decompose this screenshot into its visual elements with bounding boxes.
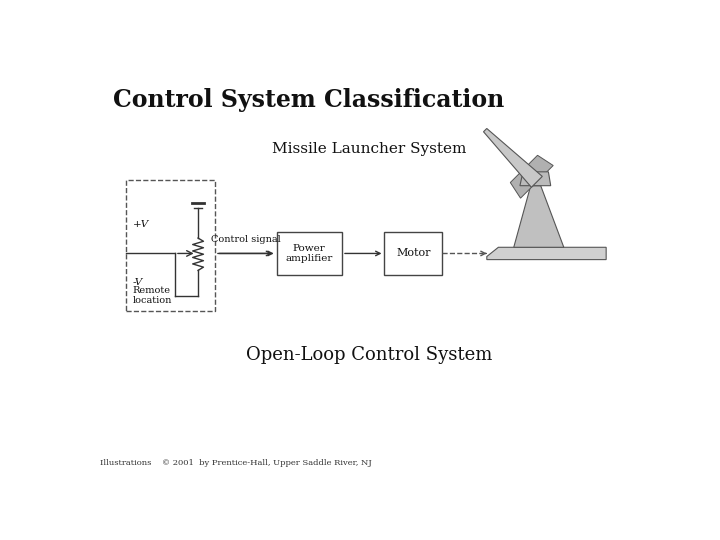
Text: -V: -V [132,278,143,287]
Text: +V: +V [132,220,149,229]
Bar [276,232,342,275]
Polygon shape [487,247,606,260]
Text: Remote
location: Remote location [132,286,172,305]
Text: Missile Launcher System: Missile Launcher System [272,142,466,156]
Text: Control System Classification: Control System Classification [113,88,505,112]
Bar [384,232,442,275]
Bar [127,180,215,311]
Polygon shape [520,172,551,186]
Polygon shape [526,156,553,179]
Text: Illustrations    © 2001  by Prentice-Hall, Upper Saddle River, NJ: Illustrations © 2001 by Prentice-Hall, U… [99,459,372,467]
Text: Control signal: Control signal [211,235,281,244]
Text: Power
amplifier: Power amplifier [286,244,333,263]
Text: Open-Loop Control System: Open-Loop Control System [246,346,492,364]
Text: Motor: Motor [396,248,431,259]
Polygon shape [514,186,564,247]
Polygon shape [510,172,534,198]
Polygon shape [484,129,542,187]
